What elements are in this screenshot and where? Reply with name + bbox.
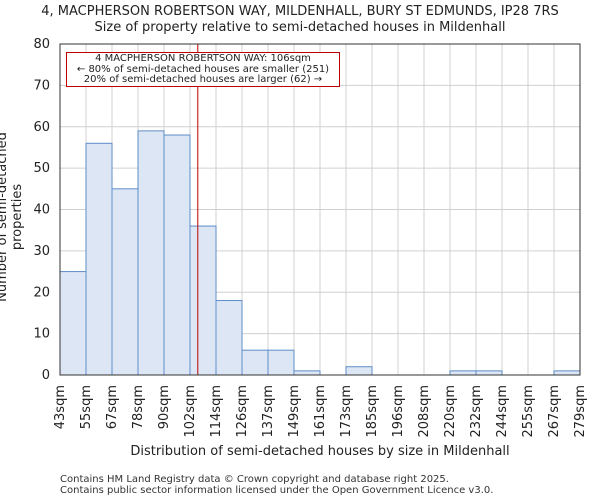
x-tick-label: 232sqm (469, 385, 484, 438)
histogram-bar (85, 142, 113, 376)
y-tick-label: 30 (33, 244, 50, 259)
histogram-bar (189, 225, 217, 376)
x-tick-label: 279sqm (573, 385, 588, 438)
x-tick-label: 78sqm (131, 385, 146, 429)
x-tick-label: 185sqm (365, 385, 380, 438)
histogram-bar (293, 370, 321, 376)
y-tick-label: 40 (33, 203, 50, 218)
histogram-bar (111, 188, 139, 376)
footer-line-1: Contains HM Land Registry data © Crown c… (60, 474, 449, 485)
x-tick-label: 244sqm (495, 385, 510, 438)
plot-frame (59, 43, 581, 376)
x-tick-label: 196sqm (391, 385, 406, 438)
histogram-bar (137, 130, 165, 376)
x-tick-label: 267sqm (547, 385, 562, 438)
histogram-bar (215, 300, 243, 376)
x-tick-label: 114sqm (209, 385, 224, 438)
y-tick-label: 10 (33, 327, 50, 342)
x-tick-label: 43sqm (53, 385, 68, 429)
histogram-bar (59, 271, 87, 376)
y-tick-label: 80 (33, 37, 50, 52)
x-tick-label: 102sqm (183, 385, 198, 438)
x-tick-label: 220sqm (443, 385, 458, 438)
x-tick-label: 173sqm (339, 385, 354, 438)
y-tick-label: 60 (33, 120, 50, 135)
annotation-line-1: 4 MACPHERSON ROBERTSON WAY: 106sqm (95, 53, 311, 64)
histogram-bar (553, 370, 581, 376)
x-tick-label: 137sqm (261, 385, 276, 438)
annotation-line-3: 20% of semi-detached houses are larger (… (83, 74, 323, 85)
footer-line-2: Contains public sector information licen… (60, 485, 494, 496)
histogram-bar (163, 134, 191, 376)
chart-subtitle: Size of property relative to semi-detach… (94, 20, 506, 35)
x-tick-label: 208sqm (417, 385, 432, 438)
x-tick-label: 90sqm (157, 385, 172, 429)
x-tick-label: 126sqm (235, 385, 250, 438)
y-tick-label: 50 (33, 161, 50, 176)
x-axis-label: Distribution of semi-detached houses by … (130, 444, 510, 459)
chart-title: 4, MACPHERSON ROBERTSON WAY, MILDENHALL,… (41, 4, 559, 19)
y-axis-label: Number of semi-detached properties (0, 132, 25, 302)
histogram-bar (241, 349, 269, 376)
property-annotation-box: 4 MACPHERSON ROBERTSON WAY: 106sqm ← 80%… (66, 52, 340, 87)
y-tick-label: 20 (33, 285, 50, 300)
x-tick-label: 67sqm (105, 385, 120, 429)
y-tick-label: 0 (42, 368, 50, 383)
histogram-bar (267, 349, 295, 376)
histogram-bar (345, 366, 373, 376)
x-tick-label: 161sqm (313, 385, 328, 438)
y-tick-label: 70 (33, 78, 50, 93)
x-tick-label: 149sqm (287, 385, 302, 438)
histogram-bar (475, 370, 503, 376)
annotation-line-2: ← 80% of semi-detached houses are smalle… (76, 63, 330, 75)
x-tick-label: 55sqm (79, 385, 94, 429)
x-tick-label: 255sqm (521, 385, 536, 438)
histogram-bar (449, 370, 477, 376)
